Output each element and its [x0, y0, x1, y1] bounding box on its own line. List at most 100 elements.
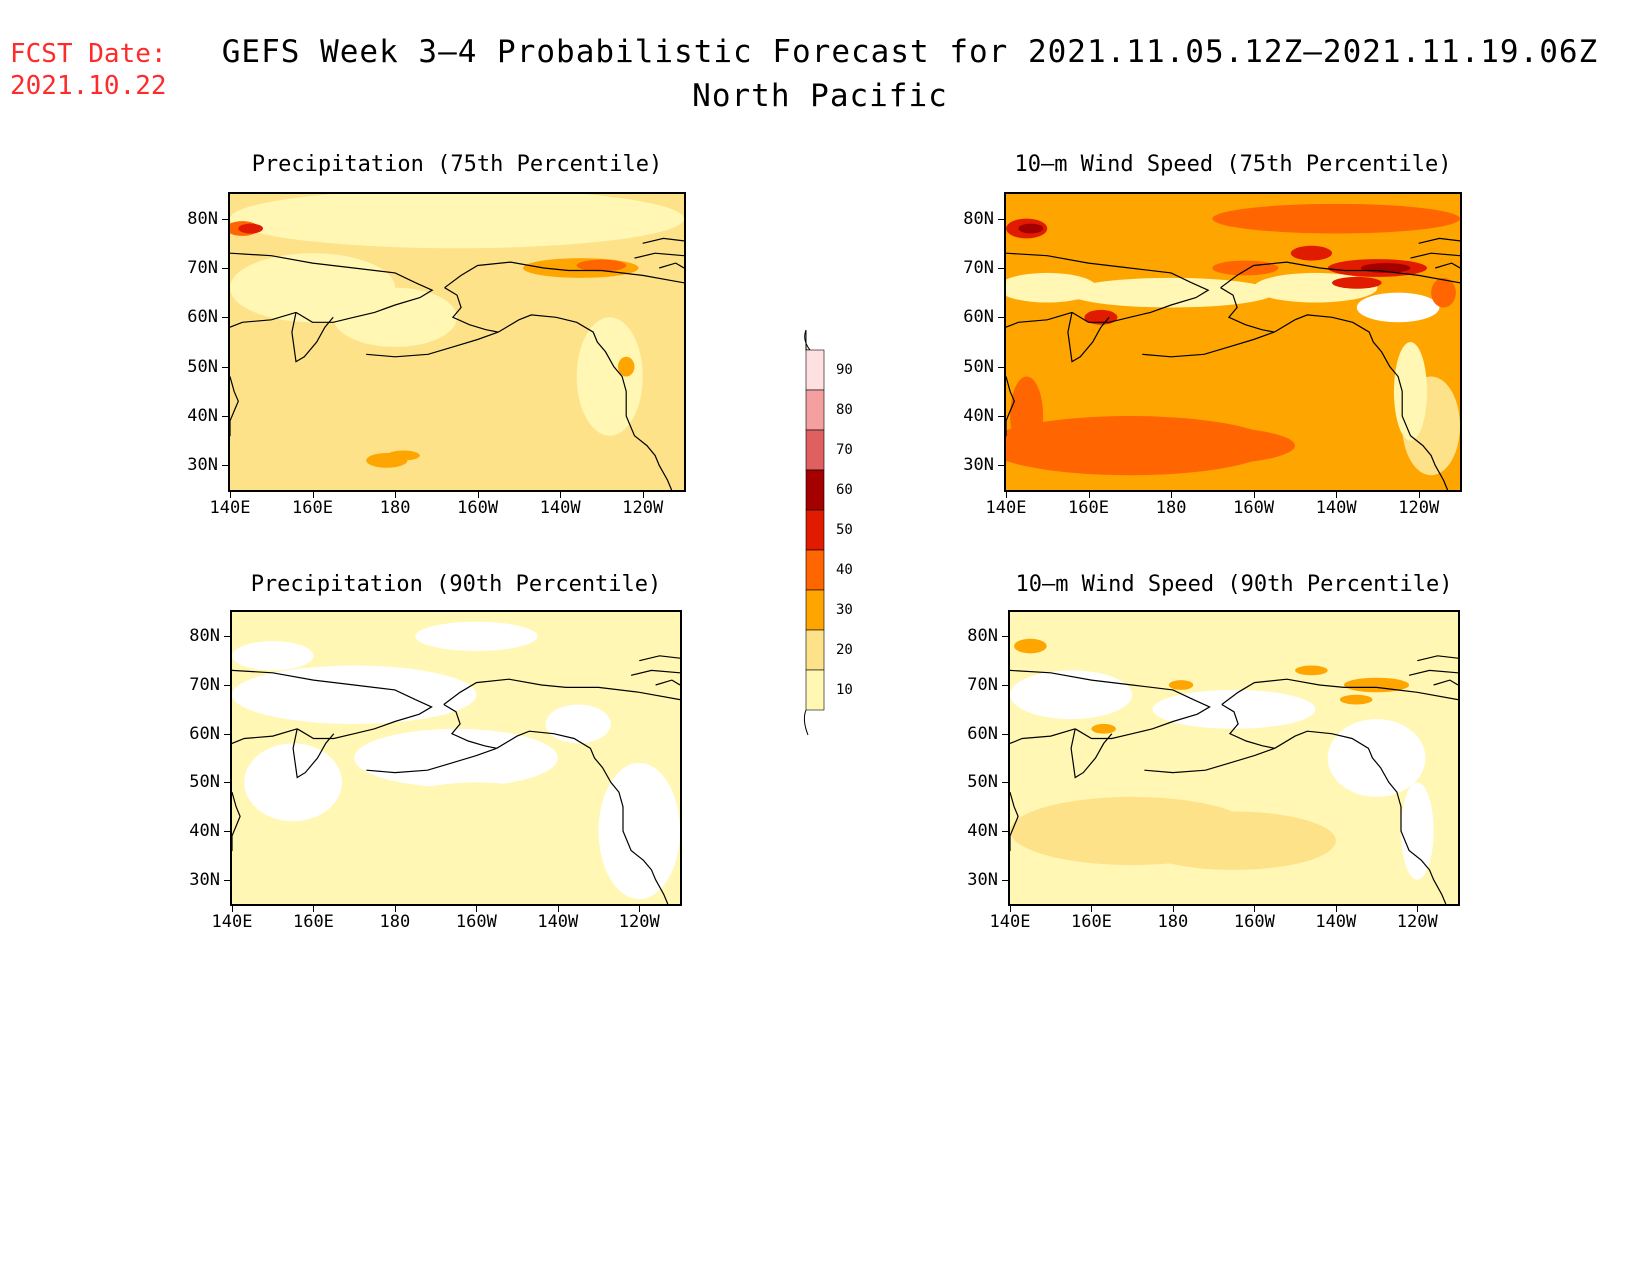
colorbar-segment [805, 469, 825, 511]
lat-tick-label: 70N [189, 675, 220, 695]
shaded-region [1339, 694, 1373, 705]
lat-tick [222, 465, 228, 467]
lat-tick [224, 782, 230, 784]
kamchatka-coast [1067, 312, 1110, 363]
colorbar-bottom-extension [803, 709, 809, 736]
lat-tick [224, 733, 230, 735]
map-canvas [232, 612, 680, 904]
lon-tick [1010, 906, 1011, 912]
lat-tick [222, 268, 228, 269]
colorbar: 90 80 70 60 50 40 30 20 10 [800, 329, 860, 754]
colorbar-graphic [803, 329, 825, 736]
aleutian-chain [1142, 331, 1275, 358]
colorbar-label: 60 [836, 482, 853, 498]
lat-tick [222, 366, 228, 368]
lat-tick-label: 80N [189, 626, 220, 647]
shaded-region [1010, 376, 1044, 456]
lat-tick [998, 465, 1004, 467]
lat-tick-label: 70N [967, 675, 998, 695]
lon-tick-label: 120W [622, 498, 664, 518]
shaded-region [598, 762, 680, 900]
lat-tick [998, 218, 1004, 220]
lon-tick [1254, 906, 1256, 912]
lon-tick [1088, 492, 1090, 498]
lon-tick-label: 180 [379, 498, 411, 518]
shaded-region [1212, 203, 1460, 234]
canadian-islands-2 [634, 252, 684, 259]
lon-tick [230, 492, 231, 498]
okhotsk-coast [1010, 728, 1076, 744]
shaded-region [1132, 811, 1336, 870]
chukotka-coast [295, 282, 434, 323]
lon-tick-label: 180 [379, 912, 411, 932]
lat-tick-label: 80N [187, 208, 218, 229]
canadian-islands-2 [1408, 669, 1458, 676]
shaded-region [230, 194, 684, 249]
lon-tick-label: 160E [292, 912, 334, 932]
figure-title: GEFS Week 3–4 Probabilistic Forecast for… [221, 34, 1599, 70]
canadian-islands-3 [659, 262, 684, 269]
gulf-of-alaska-coast [496, 730, 669, 904]
gulf-of-alaska-coast [497, 314, 673, 490]
shaded-region [415, 621, 538, 651]
lat-tick [1002, 879, 1008, 881]
okhotsk-coast [230, 311, 297, 328]
okhotsk-coast [1006, 311, 1073, 328]
lat-tick [224, 831, 230, 832]
shaded-region [1290, 245, 1333, 261]
colorbar-segment [805, 589, 825, 631]
lon-tick-label: 120W [618, 912, 660, 932]
lat-tick [222, 218, 228, 220]
lon-tick-label: 120W [1398, 498, 1440, 518]
aleutian-chain [1144, 747, 1275, 774]
shaded-region [1431, 277, 1456, 308]
lon-tick [1253, 492, 1255, 498]
lon-tick [477, 492, 479, 498]
lat-tick [1002, 782, 1008, 784]
shaded-region [1084, 309, 1118, 325]
canadian-islands-1 [642, 237, 684, 244]
shaded-region [1014, 638, 1047, 654]
lat-tick [998, 366, 1004, 368]
gulf-of-alaska-coast [1274, 730, 1447, 904]
map-frame [228, 192, 686, 492]
alaska-west-coast [1220, 287, 1275, 333]
shaded-region [1393, 342, 1427, 441]
lon-tick-label: 120W [1396, 912, 1438, 932]
lon-tick [1006, 492, 1007, 498]
colorbar-segment [805, 629, 825, 671]
lat-tick-label: 50N [963, 356, 994, 377]
lat-tick-label: 80N [967, 626, 998, 647]
shaded-region [1212, 260, 1279, 276]
lon-tick [312, 492, 314, 498]
alaska-north-coast [444, 261, 684, 289]
colorbar-top-extension [804, 329, 812, 351]
alaska-north-coast [443, 678, 680, 705]
alaska-west-coast [444, 287, 499, 333]
colorbar-segment [805, 429, 825, 471]
asia-arctic-coast [232, 669, 416, 701]
lon-tick-label: 180 [1157, 912, 1189, 932]
colorbar-label: 30 [836, 602, 853, 618]
lon-tick-label: 160E [292, 498, 333, 518]
shaded-region [576, 259, 627, 272]
panel-title: 10–m Wind Speed (75th Percentile) [1014, 152, 1452, 177]
canadian-islands-3 [1435, 262, 1460, 269]
shaded-region [1010, 670, 1133, 720]
colorbar-segment [805, 549, 825, 591]
map-frame [230, 610, 682, 906]
lat-tick-label: 50N [189, 772, 220, 793]
aleutian-chain [366, 331, 499, 358]
shaded-region [374, 782, 579, 861]
colorbar-label: 80 [836, 402, 853, 418]
shaded-region [238, 223, 264, 234]
lat-tick [1002, 831, 1008, 832]
lon-tick [232, 906, 233, 912]
lat-tick [1002, 685, 1008, 686]
colorbar-segment [805, 669, 825, 711]
lat-tick [224, 636, 230, 638]
lon-tick-label: 140W [539, 498, 581, 518]
japan-coast [1006, 376, 1015, 437]
canadian-islands-1 [1417, 655, 1458, 662]
fcst-date-block: FCST Date: 2021.10.22 [10, 38, 167, 102]
